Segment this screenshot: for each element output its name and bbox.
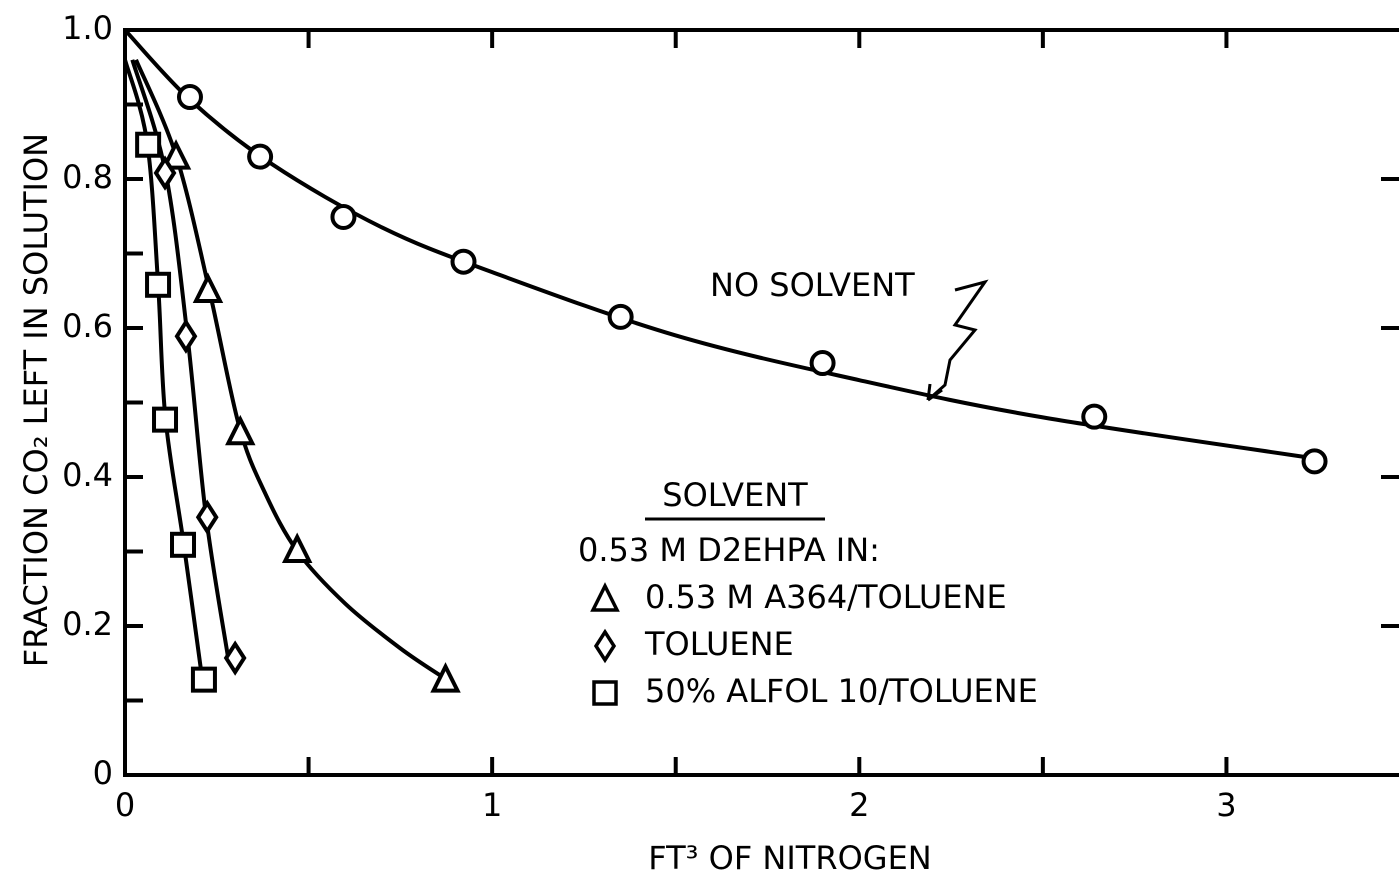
x-tick-label: 2 — [849, 786, 869, 824]
legend-subtitle: 0.53 M D2EHPA IN: — [578, 531, 880, 569]
point — [145, 271, 172, 298]
y-tick-label: 0.2 — [62, 605, 113, 643]
y-tick-label: 0.8 — [62, 158, 113, 196]
point — [592, 680, 618, 706]
y-tick-label: 0.6 — [62, 307, 113, 345]
point — [192, 272, 224, 304]
x-tick-label: 3 — [1216, 786, 1236, 824]
x-tick-label: 1 — [482, 786, 502, 824]
point — [247, 143, 274, 170]
point — [450, 248, 477, 275]
point — [190, 666, 217, 693]
point — [430, 662, 461, 693]
point — [135, 131, 162, 158]
point — [195, 499, 219, 535]
point — [225, 414, 256, 446]
y-tick-label: 0 — [93, 754, 113, 792]
y-tick-label: 1.0 — [62, 9, 113, 47]
point — [160, 139, 192, 170]
x-tick-label: 0 — [115, 786, 135, 824]
point — [176, 84, 203, 111]
y-axis-label: FRACTION CO₂ LEFT IN SOLUTION — [17, 133, 55, 667]
fit-curve — [134, 59, 446, 680]
y-tick-label: 0.4 — [62, 456, 113, 494]
point — [174, 318, 198, 354]
x-axis-label: FT³ OF NITROGEN — [648, 839, 931, 877]
point — [607, 303, 634, 330]
fit-curve — [123, 28, 1315, 461]
point — [223, 640, 247, 676]
point — [330, 203, 357, 230]
point — [1301, 448, 1328, 475]
point — [281, 532, 313, 564]
legend-label: TOLUENE — [644, 625, 794, 663]
point — [152, 406, 179, 433]
legend-title: SOLVENT — [662, 476, 808, 514]
point — [153, 155, 177, 191]
point — [170, 531, 197, 558]
legend-label: 50% ALFOL 10/TOLUENE — [645, 672, 1038, 710]
point — [809, 350, 836, 377]
point — [590, 582, 620, 612]
point — [1081, 403, 1108, 430]
annotation-arrow — [927, 279, 989, 402]
annotation: NO SOLVENT — [710, 266, 915, 304]
point — [593, 628, 617, 664]
legend-label: 0.53 M A364/TOLUENE — [645, 578, 1007, 616]
